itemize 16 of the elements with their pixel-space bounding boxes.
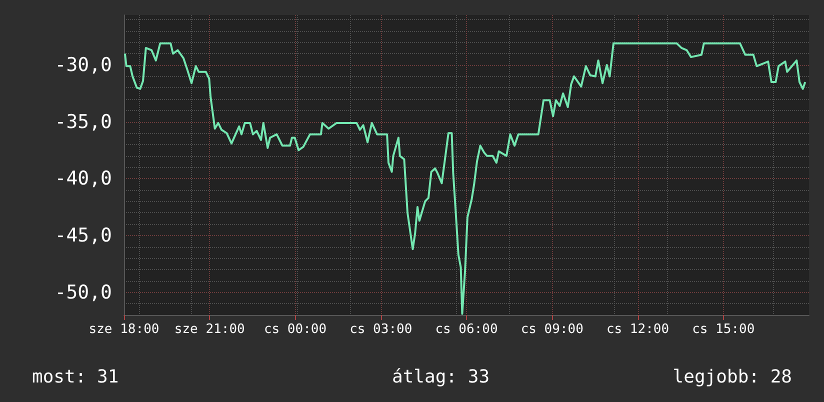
x-tick-label: cs 12:00 [606,322,670,337]
text: átlag: 33 [392,366,490,388]
x-tick-label: cs 15:00 [692,322,755,337]
y-tick-label: -30,0 [54,54,112,76]
text: legjobb: 28 [672,366,792,388]
x-tick-label: cs 09:00 [520,322,584,337]
x-tick-label: cs 03:00 [350,322,412,337]
y-tick-label: -45,0 [54,224,112,246]
y-tick-label: -35,0 [54,110,112,133]
y-tick-label: -40,0 [54,168,112,190]
x-tick-label: sze 21:00 [174,322,245,337]
x-tick-label: cs 06:00 [435,322,498,337]
y-tick-label: -50,0 [54,281,112,304]
text: most: 31 [32,366,119,388]
x-tick-label: sze 18:00 [88,322,160,337]
x-tick-label: cs 00:00 [264,322,327,337]
